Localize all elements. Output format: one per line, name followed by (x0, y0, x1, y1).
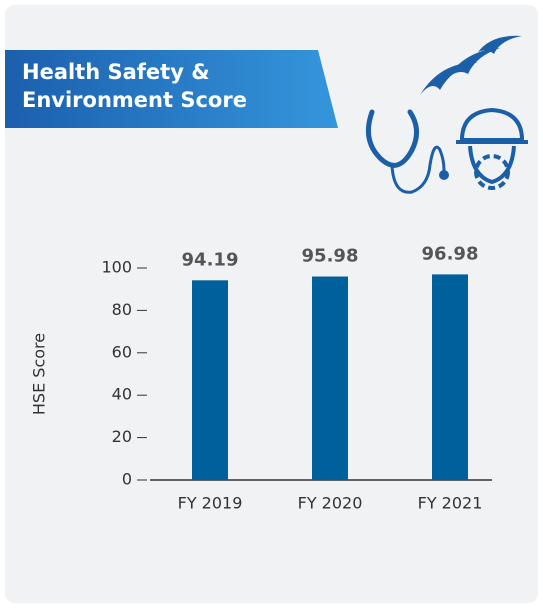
y-tick-label: 0 (122, 470, 132, 489)
y-tick-label: 20 (112, 427, 132, 446)
birds-icon (420, 35, 522, 95)
chart-title: Health Safety & Environment Score (22, 60, 247, 112)
bar (432, 274, 468, 480)
value-label: 96.98 (422, 243, 479, 264)
bar (312, 276, 348, 480)
title-banner (5, 50, 338, 128)
value-label: 94.19 (182, 249, 239, 270)
y-tick-label: 80 (112, 300, 132, 319)
value-label: 95.98 (302, 246, 359, 267)
y-tick-label: 60 (112, 342, 132, 361)
x-tick-label: FY 2021 (418, 494, 483, 513)
x-tick-label: FY 2019 (178, 494, 243, 513)
y-tick-label: 100 (101, 258, 132, 277)
y-tick-label: 40 (112, 385, 132, 404)
y-axis-label: HSE Score (30, 333, 49, 415)
bar (192, 280, 228, 480)
helmet-icon (456, 107, 528, 190)
x-tick-label: FY 2020 (298, 494, 363, 513)
stethoscope-icon (365, 109, 449, 194)
card (5, 5, 538, 603)
